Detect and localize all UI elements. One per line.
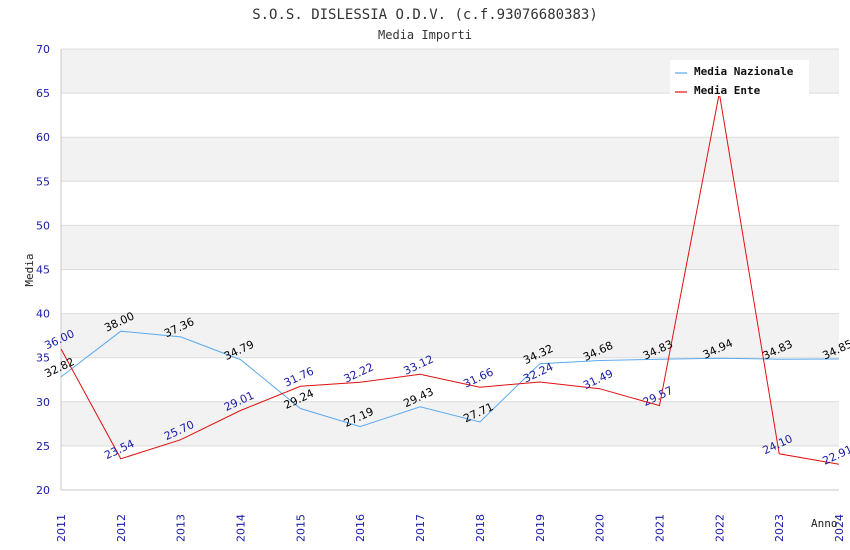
y-tick-label: 25 xyxy=(36,440,50,453)
x-tick-label: 2012 xyxy=(115,514,128,542)
y-tick-label: 55 xyxy=(36,175,50,188)
y-tick-label: 20 xyxy=(36,484,50,497)
legend-box xyxy=(670,60,809,96)
plot-band xyxy=(61,401,839,446)
y-tick-label: 45 xyxy=(36,264,50,277)
plot-band xyxy=(61,225,839,270)
y-tick-label: 70 xyxy=(36,43,50,56)
x-tick-label: 2023 xyxy=(773,514,786,542)
y-tick-labels: 20 25 30 35 40 45 50 55 60 65 70 xyxy=(36,43,50,497)
axes xyxy=(60,49,839,491)
series-line-1 xyxy=(60,93,840,465)
legend: Media Nazionale Media Ente xyxy=(670,60,809,97)
x-axis-label: Anno xyxy=(811,517,838,530)
x-tick-label: 2024 xyxy=(833,514,846,542)
legend-label-media-nazionale: Media Nazionale xyxy=(694,65,794,78)
y-tick-label: 60 xyxy=(36,131,50,144)
x-tick-label: 2019 xyxy=(534,514,547,542)
y-tick-label: 65 xyxy=(36,87,50,100)
x-tick-label: 2020 xyxy=(594,514,607,542)
plot-band xyxy=(61,313,839,358)
series-lines xyxy=(60,93,840,465)
x-tick-label: 2015 xyxy=(294,514,307,542)
series-line-0 xyxy=(60,330,840,428)
x-tick-label: 2021 xyxy=(653,514,666,542)
plot-band xyxy=(61,137,839,182)
x-tick-labels: 2011 2012 2013 2014 2015 2016 2017 2018 2019 2020… xyxy=(55,514,846,542)
chart-title: S.O.S. DISLESSIA O.D.V. (c.f.93076680383… xyxy=(252,7,598,23)
x-tick-label: 2013 xyxy=(175,514,188,542)
y-axis-label: Media xyxy=(23,253,36,286)
x-tick-label: 2018 xyxy=(474,514,487,542)
x-tick-label: 2014 xyxy=(235,514,248,542)
x-tick-label: 2022 xyxy=(713,514,726,542)
x-tick-label: 2017 xyxy=(414,514,427,542)
chart-subtitle: Media Importi xyxy=(378,28,472,42)
x-tick-label: 2011 xyxy=(55,514,68,542)
y-tick-label: 35 xyxy=(36,352,50,365)
legend-label-media-ente: Media Ente xyxy=(694,84,761,97)
y-tick-label: 40 xyxy=(36,308,50,321)
x-tick-label: 2016 xyxy=(354,514,367,542)
y-tick-label: 50 xyxy=(36,219,50,232)
y-tick-label: 30 xyxy=(36,396,50,409)
